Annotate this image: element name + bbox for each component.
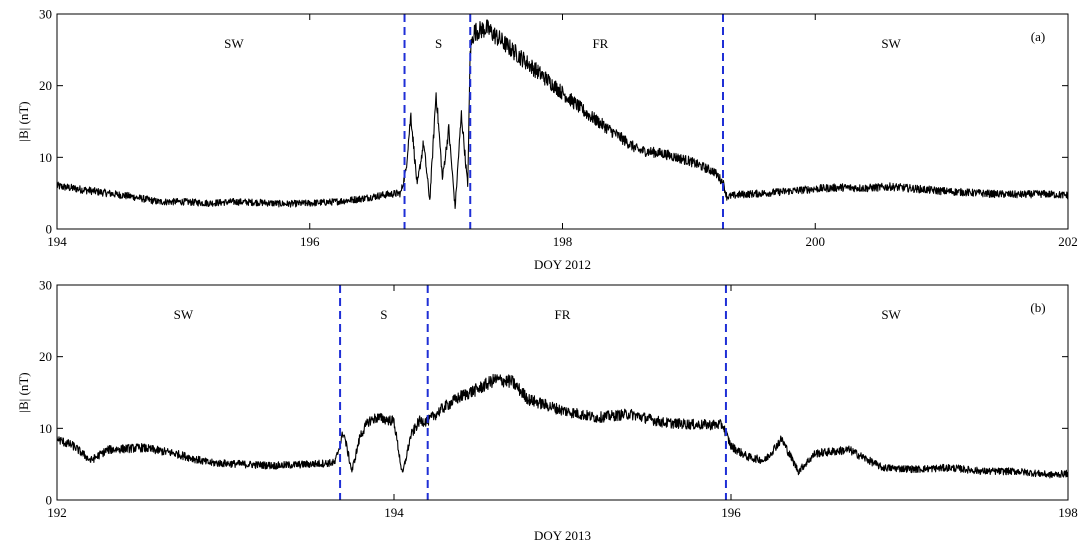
x-tick-label: 194 <box>47 234 67 249</box>
region-label-s: S <box>435 36 442 51</box>
y-tick-label: 0 <box>46 493 53 508</box>
region-label-sw: SW <box>881 36 901 51</box>
region-label-sw: SW <box>224 36 244 51</box>
y-tick-label: 20 <box>39 78 52 93</box>
x-tick-label: 192 <box>47 505 67 520</box>
x-tick-label: 196 <box>300 234 320 249</box>
y-tick-label: 30 <box>39 7 52 22</box>
y-tick-label: 20 <box>39 349 52 364</box>
series-line-b <box>56 373 1069 479</box>
region-label-s: S <box>380 307 387 322</box>
y-tick-label: 10 <box>39 421 52 436</box>
y-tick-label: 30 <box>39 278 52 293</box>
region-label-fr: FR <box>555 307 571 322</box>
panel-label: (b) <box>1030 300 1045 315</box>
plot-frame <box>56 284 1069 501</box>
x-tick-label: 202 <box>1058 234 1078 249</box>
region-label-sw: SW <box>881 307 901 322</box>
x-tick-label: 194 <box>384 505 404 520</box>
region-label-sw: SW <box>174 307 194 322</box>
x-axis-label: DOY 2013 <box>534 528 591 543</box>
x-tick-label: 196 <box>721 505 741 520</box>
y-axis-label: |B| (nT) <box>16 372 31 412</box>
plot-frame <box>56 13 1069 230</box>
series-line-a <box>56 19 1069 210</box>
region-label-fr: FR <box>592 36 608 51</box>
x-tick-label: 198 <box>553 234 573 249</box>
x-tick-label: 200 <box>806 234 826 249</box>
panel-label: (a) <box>1031 29 1045 44</box>
y-axis-label: |B| (nT) <box>16 101 31 141</box>
y-tick-label: 10 <box>39 150 52 165</box>
x-axis-label: DOY 2012 <box>534 257 591 272</box>
y-tick-label: 0 <box>46 222 53 237</box>
x-tick-label: 198 <box>1058 505 1078 520</box>
